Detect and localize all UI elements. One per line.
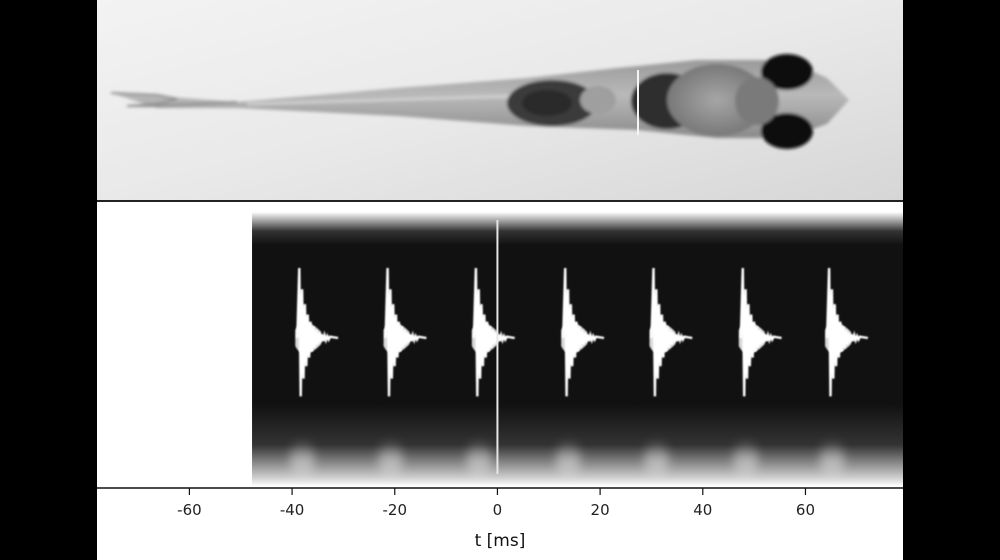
figure-frame: -60 -40 -20 0 20 40 60 t [ms] bbox=[97, 0, 903, 560]
x-tick-label: 0 bbox=[493, 501, 503, 519]
pulse-glow bbox=[556, 438, 581, 482]
pulse-body bbox=[649, 322, 676, 354]
pulse-body bbox=[383, 322, 410, 354]
pulse-glow bbox=[644, 438, 669, 482]
chart-panel: -60 -40 -20 0 20 40 60 t [ms] bbox=[97, 202, 903, 560]
x-ticks: -60 -40 -20 0 20 40 60 bbox=[177, 488, 815, 519]
pulse-glow bbox=[466, 438, 491, 482]
x-tick-label: 40 bbox=[693, 501, 712, 519]
pulse-glow bbox=[378, 438, 403, 482]
x-tick-label: 20 bbox=[591, 501, 610, 519]
pulse-body bbox=[825, 322, 852, 354]
pulse-glow bbox=[290, 438, 315, 482]
pulse-glow bbox=[820, 438, 845, 482]
pulse-body bbox=[561, 322, 588, 354]
pulse-glow bbox=[733, 438, 758, 482]
pulse-body bbox=[738, 322, 765, 354]
x-axis-label: t [ms] bbox=[475, 531, 526, 551]
panel-divider bbox=[97, 200, 903, 202]
pulse-body bbox=[295, 322, 322, 354]
pulse-body bbox=[471, 322, 498, 354]
right-eye bbox=[761, 113, 813, 149]
x-tick-label: -20 bbox=[383, 501, 408, 519]
fish-image-panel bbox=[97, 0, 903, 201]
signal-chart: -60 -40 -20 0 20 40 60 t [ms] bbox=[97, 212, 903, 551]
x-tick-label: 60 bbox=[796, 501, 815, 519]
left-eye bbox=[761, 54, 813, 90]
zebrafish-larva-image bbox=[97, 0, 903, 201]
x-tick-label: -40 bbox=[280, 501, 305, 519]
x-tick-label: -60 bbox=[177, 501, 202, 519]
plot-area bbox=[252, 212, 903, 486]
